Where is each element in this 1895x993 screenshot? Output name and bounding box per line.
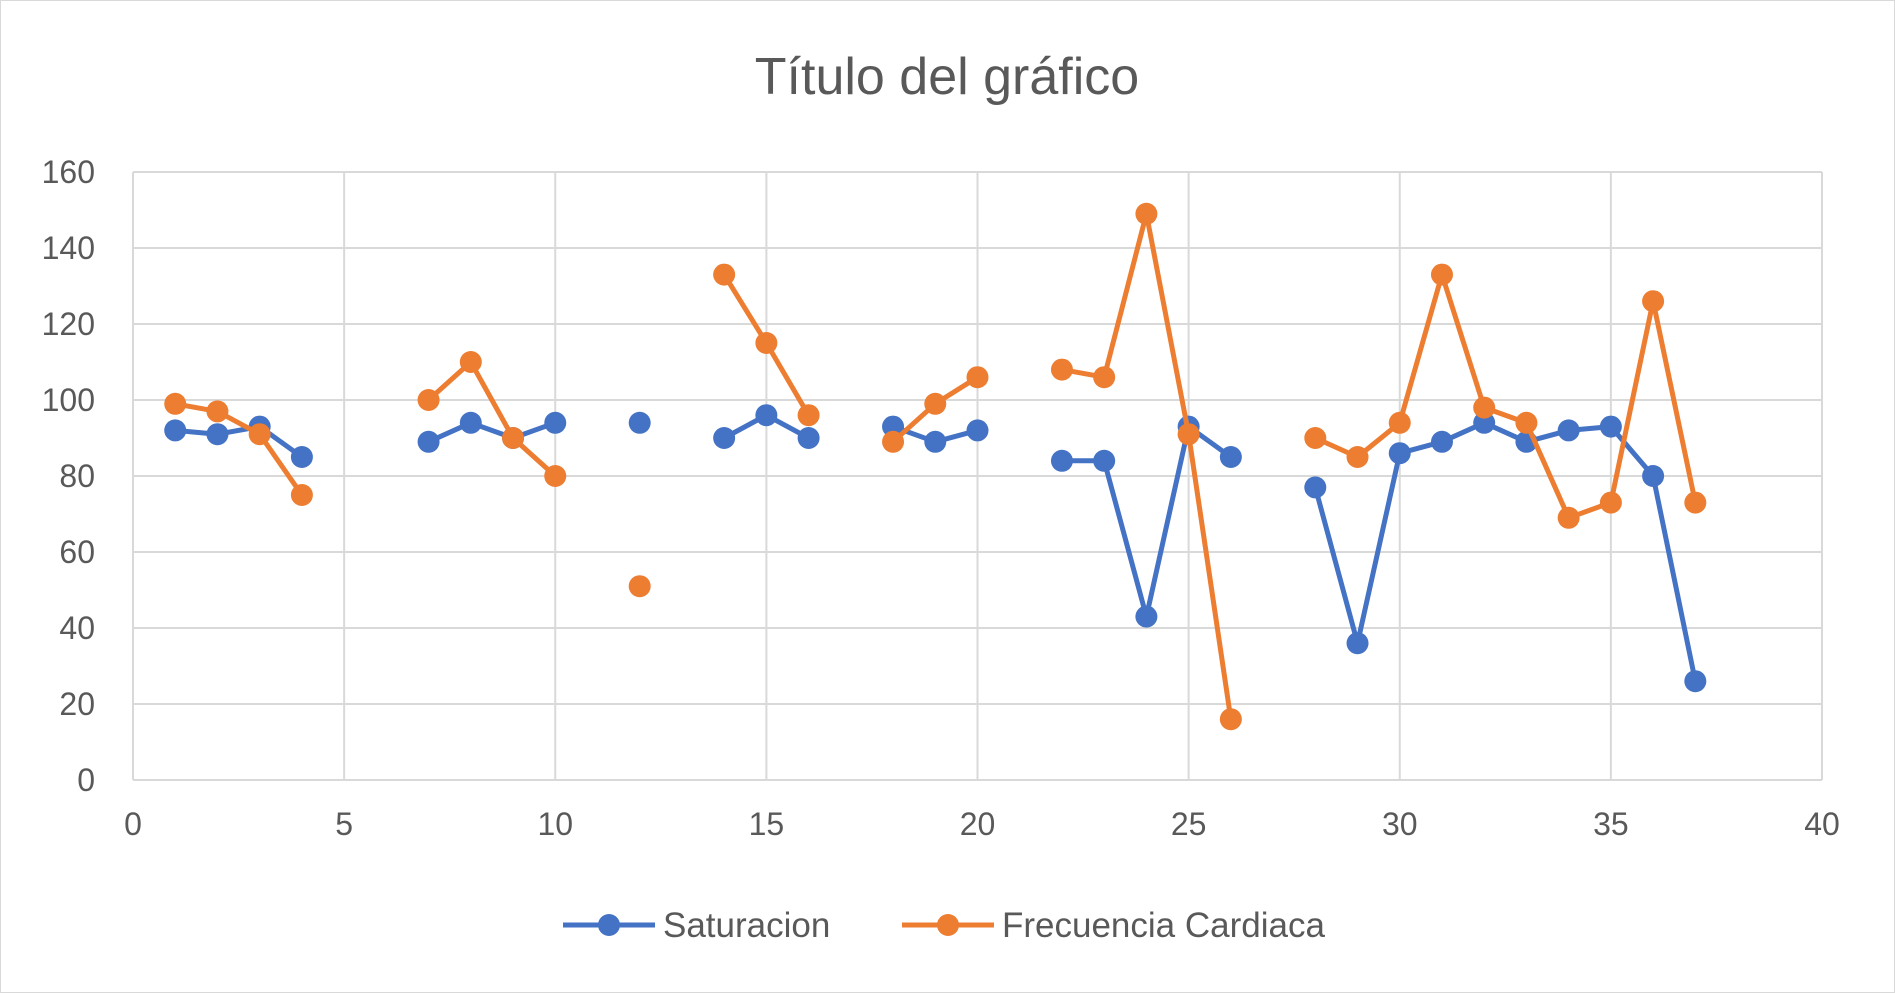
series-line-segment (1312, 420, 1698, 682)
data-point[interactable] (713, 427, 736, 449)
data-point[interactable] (1050, 449, 1073, 472)
data-point[interactable] (248, 423, 271, 446)
legend-label: Saturacion (663, 906, 830, 945)
series-line-segment (174, 401, 304, 497)
data-point[interactable] (544, 411, 567, 434)
data-point[interactable] (417, 389, 440, 411)
data-point[interactable] (290, 484, 313, 506)
y-tick-label: 80 (59, 458, 95, 494)
series-line-segment (1314, 272, 1698, 521)
y-tick-label: 60 (59, 534, 95, 570)
data-point[interactable] (1346, 446, 1369, 468)
legend-dot-marker (937, 914, 959, 936)
data-point[interactable] (459, 411, 482, 434)
series-layer (164, 202, 1707, 731)
data-point[interactable] (164, 419, 187, 442)
y-tick-label: 20 (59, 686, 95, 722)
data-point[interactable] (1050, 358, 1073, 381)
series-saturacion (164, 404, 1707, 693)
y-tick-label: 100 (42, 382, 95, 418)
data-point[interactable] (1642, 465, 1665, 487)
data-point[interactable] (502, 427, 525, 449)
data-point[interactable] (206, 423, 229, 446)
data-point[interactable] (1177, 423, 1200, 446)
data-point[interactable] (1304, 476, 1327, 499)
data-point[interactable] (1388, 411, 1411, 434)
x-tick-label: 15 (749, 806, 785, 842)
data-point[interactable] (924, 430, 947, 453)
data-point[interactable] (1346, 632, 1369, 655)
series-line-segment (426, 359, 557, 478)
x-tick-label: 35 (1593, 806, 1629, 842)
series-line-segment (175, 424, 304, 460)
series-line-segment (1061, 424, 1233, 620)
series-frecuencia-cardiaca (164, 202, 1707, 731)
x-tick-label: 20 (960, 806, 996, 842)
data-point[interactable] (1557, 506, 1580, 529)
data-point[interactable] (1473, 396, 1496, 419)
data-point[interactable] (459, 351, 482, 373)
data-point[interactable] (1599, 415, 1622, 438)
data-point[interactable] (1599, 491, 1622, 514)
data-point[interactable] (1515, 411, 1538, 434)
data-point[interactable] (1642, 290, 1665, 313)
data-point[interactable] (1093, 449, 1116, 472)
data-point[interactable] (1388, 442, 1411, 465)
x-tick-label: 5 (335, 806, 353, 842)
legend-item-saturacion[interactable]: Saturacion (563, 906, 830, 945)
x-tick-label: 0 (124, 806, 142, 842)
data-point[interactable] (924, 392, 947, 415)
data-point[interactable] (206, 400, 229, 423)
data-point[interactable] (966, 366, 989, 389)
y-tick-label: 0 (77, 762, 95, 798)
data-point[interactable] (966, 419, 989, 442)
data-point[interactable] (290, 446, 313, 468)
legend-label: Frecuencia Cardiaca (1002, 906, 1325, 945)
data-point[interactable] (797, 427, 820, 449)
data-point[interactable] (1135, 605, 1158, 628)
data-point[interactable] (1430, 430, 1453, 453)
legend-dot-marker (598, 914, 620, 936)
data-point[interactable] (164, 392, 187, 415)
data-point[interactable] (1219, 446, 1242, 468)
y-tick-label: 120 (42, 306, 95, 342)
y-tick-label: 140 (42, 230, 95, 266)
data-point[interactable] (628, 575, 651, 598)
data-point[interactable] (1219, 708, 1242, 731)
chart-title: Título del gráfico (755, 48, 1139, 106)
data-point[interactable] (417, 430, 440, 453)
data-point[interactable] (1684, 670, 1707, 693)
gridlines (132, 171, 1823, 781)
data-point[interactable] (882, 430, 905, 453)
data-point[interactable] (1093, 366, 1116, 389)
data-point[interactable] (544, 465, 567, 487)
legend[interactable]: Saturacion Frecuencia Cardiaca (563, 906, 1325, 945)
legend-item-frecuencia-cardiaca[interactable]: Frecuencia Cardiaca (902, 906, 1325, 945)
data-point[interactable] (1473, 411, 1496, 434)
data-point[interactable] (713, 263, 736, 286)
data-point[interactable] (797, 404, 820, 427)
series-line-segment (1061, 211, 1234, 720)
data-point[interactable] (755, 404, 778, 427)
data-point[interactable] (882, 415, 905, 438)
data-point[interactable] (1684, 491, 1707, 514)
data-point[interactable] (755, 332, 778, 354)
series-line-segment (427, 420, 557, 445)
y-tick-label: 40 (59, 610, 95, 646)
x-tick-label: 40 (1804, 806, 1840, 842)
data-point[interactable] (1430, 263, 1453, 286)
data-point[interactable] (1135, 202, 1158, 225)
y-tick-label: 160 (42, 154, 95, 190)
tick-labels: 0 20 40 60 80 100 120 140 160 0 5 10 15 20 25 30 35 40 (42, 154, 1840, 842)
data-point[interactable] (628, 411, 651, 434)
x-tick-label: 25 (1171, 806, 1207, 842)
data-point[interactable] (1557, 419, 1580, 442)
data-point[interactable] (1304, 427, 1327, 449)
x-tick-label: 10 (537, 806, 573, 842)
x-tick-label: 30 (1382, 806, 1418, 842)
